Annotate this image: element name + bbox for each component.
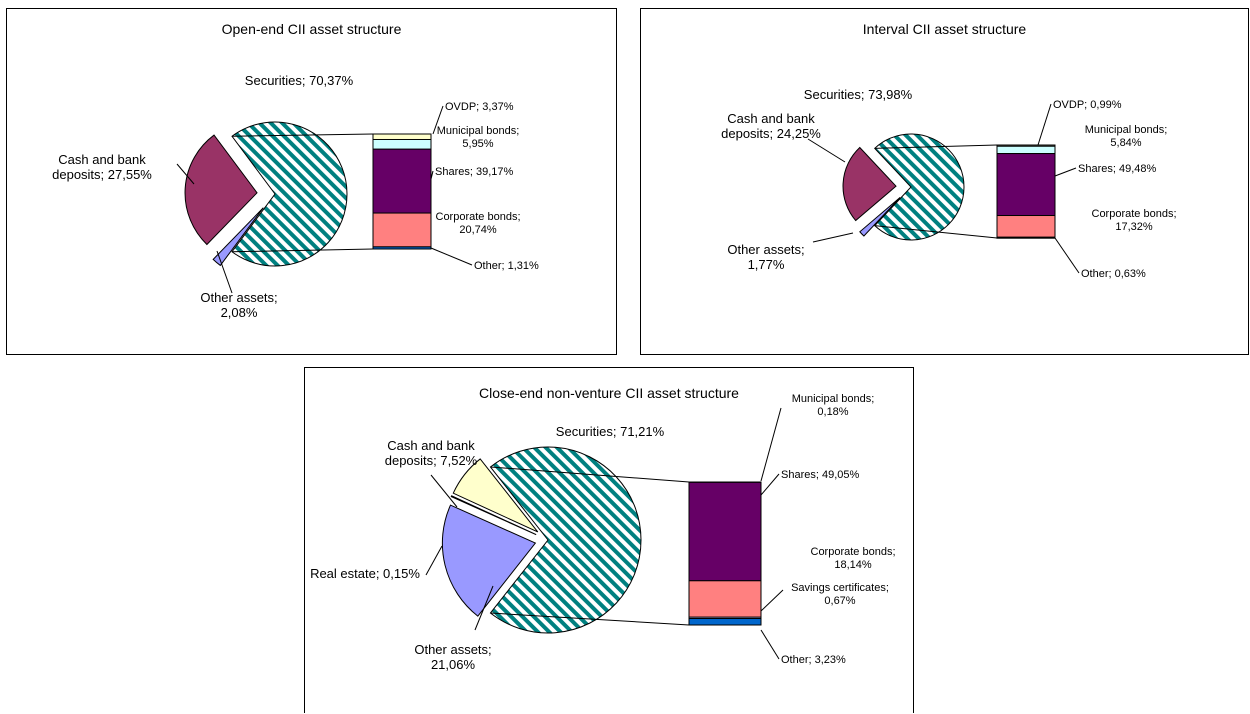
slice-label-securities: Securities; 70,37% (245, 73, 354, 88)
chart-title: Interval CII asset structure (862, 21, 1027, 37)
leader-line (176, 163, 195, 185)
connector-line-bottom (874, 225, 998, 239)
bar-segment-other (372, 246, 432, 250)
pie-slice-cash-and-bank-deposits (842, 146, 897, 222)
connector-line-bottom (231, 248, 374, 253)
pie-slice-securities (231, 121, 348, 267)
bar-label-ovdp: OVDP; 3,37% (445, 101, 514, 113)
bar-label-shares: Shares; 39,17% (435, 166, 513, 178)
connector-line-top (874, 144, 998, 149)
leader-line (1054, 237, 1080, 274)
bar-segment-other (688, 618, 762, 626)
leader-line (430, 170, 434, 180)
leader-line (760, 589, 784, 612)
pie-slice-securities (489, 446, 642, 634)
leader-line (430, 247, 473, 266)
bar-label-shares: Shares; 49,05% (781, 469, 859, 481)
bar-segment-other (996, 236, 1056, 239)
slice-label-securities: Securities; 71,21% (556, 424, 665, 439)
bar-label-savings-certificates: Savings certificates; 0,67% (791, 582, 889, 607)
bar-label-shares: Shares; 49,48% (1078, 163, 1156, 175)
pie-slice-cash-and-bank-deposits (452, 458, 539, 533)
pie-slice-other-assets (212, 207, 264, 267)
connector-line-top (490, 466, 690, 483)
bar-label-corporate-bonds: Corporate bonds; 17,32% (1092, 208, 1177, 233)
open-end-chart-panel: Open-end CII asset structure Securities;… (6, 8, 617, 355)
pie (441, 446, 642, 634)
interval-pie-of-bar-chart: Securities; 73,98% Other assets; 1,77% Cash… (721, 87, 1176, 280)
chart-title: Open-end CII asset structure (221, 21, 402, 37)
slice-label-other-assets: Other assets; 2,08% (200, 290, 277, 320)
bar-label-corporate-bonds: Corporate bonds; 20,74% (436, 211, 521, 236)
data-labels: Securities; 71,21% Other assets; 21,06% Rea… (310, 393, 895, 672)
leader-line (1054, 167, 1077, 177)
bar-segment-shares (996, 153, 1056, 217)
interval-chart-panel: Interval CII asset structure Securities;… (640, 8, 1249, 355)
chart-title: Close-end non-venture CII asset structur… (479, 385, 739, 401)
bar-label-municipal-bonds: Municipal bonds; 5,84% (1085, 124, 1168, 149)
bar-label-other: Other; 0,63% (1081, 268, 1146, 280)
leader-line (760, 407, 782, 482)
pie-slice-real-estate (450, 495, 537, 536)
close-end-pie-of-bar-chart: Securities; 71,21% Other assets; 21,06% Rea… (310, 393, 895, 672)
bar-segment-shares (688, 481, 762, 582)
bar-segment-corporate-bonds (372, 212, 432, 248)
slice-label-cash-and-bank-deposits: Cash and bank deposits; 27,55% (52, 152, 152, 182)
leader-line (216, 250, 233, 294)
slice-label-other-assets: Other assets; 1,77% (727, 242, 804, 272)
bar-segment-municipal-bonds (996, 145, 1056, 155)
leader-line (760, 473, 780, 496)
pie-slice-cash-and-bank-deposits (184, 134, 258, 246)
bar-label-other: Other; 3,23% (781, 654, 846, 666)
pie-slice-other-assets (441, 504, 537, 617)
bar-label-other: Other; 1,31% (474, 260, 539, 272)
leader-line (425, 545, 443, 576)
leader-line (1037, 103, 1052, 146)
bar-segment-corporate-bonds (688, 580, 762, 618)
open-end-pie-of-bar-chart: Securities; 70,37% Other assets; 2,08% Cash… (52, 73, 539, 320)
slice-label-other-assets: Other assets; 21,06% (414, 642, 491, 672)
slice-label-securities: Securities; 73,98% (804, 87, 913, 102)
data-labels: Securities; 70,37% Other assets; 2,08% Cash… (52, 73, 539, 320)
bar-segment-corporate-bonds (996, 215, 1056, 238)
connector-line-bottom (490, 612, 690, 626)
bar-segment-ovdp (372, 133, 432, 140)
pie-slice-securities (874, 133, 965, 241)
breakdown-bar (372, 133, 432, 250)
slice-label-cash-and-bank-deposits: Cash and bank deposits; 7,52% (385, 438, 478, 468)
bar-label-municipal-bonds: Municipal bonds; 0,18% (792, 393, 875, 418)
pie-slice-other-assets (859, 196, 901, 237)
pie (842, 133, 965, 241)
bar-label-municipal-bonds: Municipal bonds; 5,95% (437, 125, 520, 150)
breakdown-bar (996, 144, 1056, 239)
close-end-chart-panel: Close-end non-venture CII asset structur… (304, 367, 914, 713)
data-labels: Securities; 73,98% Other assets; 1,77% Cash… (721, 87, 1176, 280)
breakdown-bar (688, 481, 762, 626)
bar-segment-municipal-bonds (372, 138, 432, 150)
leader-line (760, 629, 780, 660)
leader-line (432, 105, 444, 135)
bar-label-ovdp: OVDP; 0,99% (1053, 99, 1122, 111)
connector-line-top (231, 133, 374, 137)
leader-line (807, 138, 846, 163)
bar-label-corporate-bonds: Corporate bonds; 18,14% (811, 546, 896, 571)
bar-segment-shares (372, 148, 432, 214)
pie (184, 121, 348, 267)
leader-line (474, 585, 494, 631)
slice-label-real-estate: Real estate; 0,15% (310, 566, 420, 581)
slice-label-cash-and-bank-deposits: Cash and bank deposits; 24,25% (721, 111, 821, 141)
leader-line (812, 232, 854, 243)
leader-line (430, 474, 458, 508)
